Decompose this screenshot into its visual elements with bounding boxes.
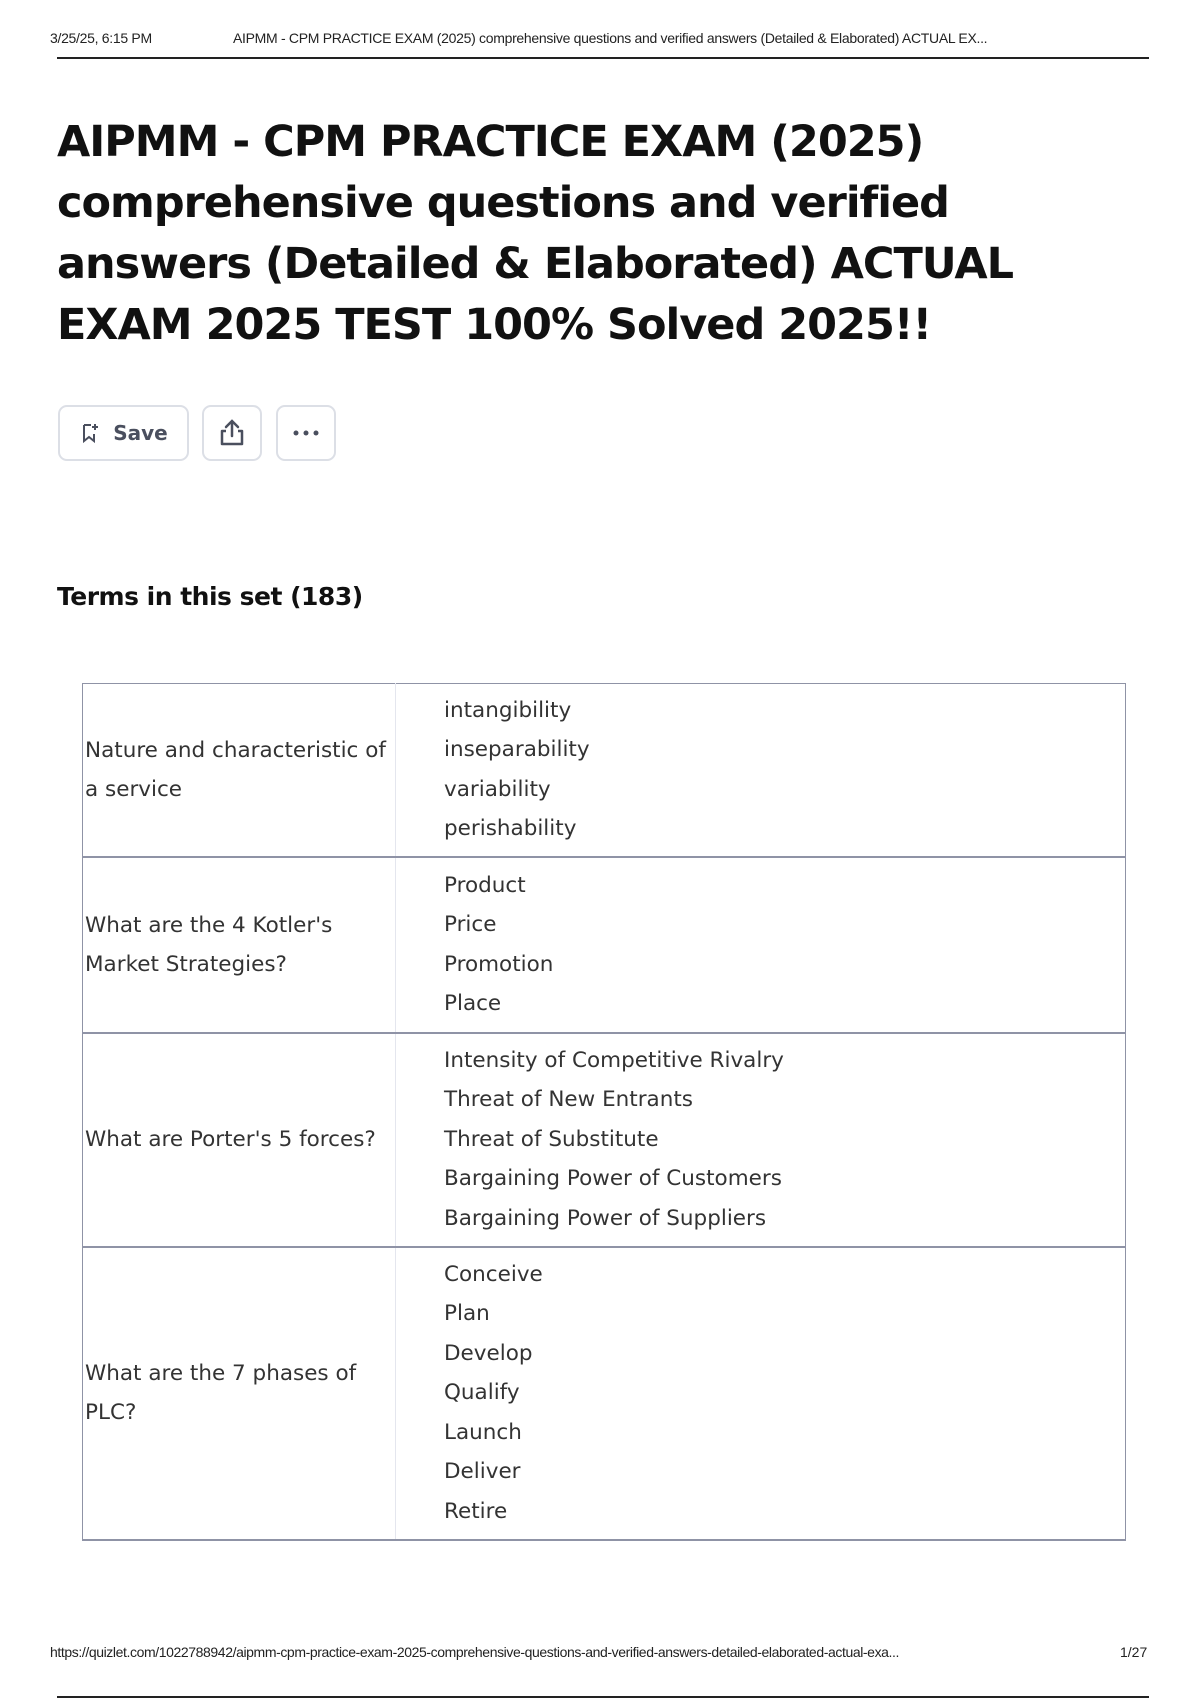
terms-heading: Terms in this set (183) <box>57 582 363 611</box>
definition-line: Conceive <box>444 1261 543 1287</box>
definition-cell: intangibility inseparability variability pe… <box>395 683 1126 857</box>
term-row: Nature and characteristic of a service in… <box>82 683 1126 857</box>
definition-line: Qualify <box>444 1380 520 1406</box>
definition-line: Retire <box>444 1498 508 1524</box>
definition-line: Product <box>444 872 526 898</box>
definition-line: Launch <box>444 1419 522 1445</box>
definition-line: Bargaining Power of Suppliers <box>444 1205 767 1231</box>
definition-line: intangibility <box>444 697 572 723</box>
definition-cell: Intensity of Competitive Rivalry Threat o… <box>395 1032 1126 1247</box>
more-button[interactable] <box>276 405 336 461</box>
definition-line: Promotion <box>444 951 554 977</box>
bookmark-plus-icon <box>83 424 99 444</box>
term-text: What are Porter's 5 forces? <box>82 1032 396 1247</box>
definition-line: inseparability <box>444 737 590 763</box>
more-horizontal-icon <box>293 430 319 436</box>
save-button[interactable]: Save <box>58 405 189 461</box>
definition-line: Threat of New Entrants <box>444 1087 693 1113</box>
term-text: Nature and characteristic of a service <box>82 683 396 857</box>
definition-line: variability <box>444 776 551 802</box>
save-label: Save <box>113 421 168 445</box>
definition-line: Price <box>444 912 497 937</box>
term-text: What are the 7 phases of PLC? <box>82 1246 396 1540</box>
definition-cell: Product Price Promotion Place <box>395 856 1126 1033</box>
definition-line: perishability <box>444 816 577 842</box>
definition-line: Deliver <box>444 1459 521 1485</box>
page-number: 1/27 <box>1120 1644 1148 1660</box>
definition-line: Intensity of Competitive Rivalry <box>444 1047 784 1073</box>
print-datetime: 3/25/25, 6:15 PM <box>50 30 152 46</box>
page-title: AIPMM - CPM PRACTICE EXAM (2025) compreh… <box>57 117 1014 350</box>
definition-line: Bargaining Power of Customers <box>444 1166 782 1192</box>
term-text: What are the 4 Kotler's Market Strategie… <box>82 856 396 1033</box>
print-header-title: AIPMM - CPM PRACTICE EXAM (2025) compreh… <box>233 30 988 46</box>
term-row: What are Porter's 5 forces? Intensity of … <box>82 1032 1126 1247</box>
definition-line: Develop <box>444 1340 533 1366</box>
share-button[interactable] <box>202 405 262 461</box>
definition-line: Plan <box>444 1301 490 1327</box>
definition-line: Threat of Substitute <box>444 1126 659 1152</box>
definition-cell: Conceive Plan Develop Qualify Launch Deliver R… <box>395 1246 1126 1540</box>
terms-table: Nature and characteristic of a service in… <box>82 683 1126 1541</box>
definition-line: Place <box>444 991 502 1016</box>
footer-divider <box>57 1696 1149 1698</box>
print-footer-url: https://quizlet.com/1022788942/aipmm-cpm… <box>50 1644 900 1660</box>
header-divider <box>57 57 1149 59</box>
share-icon <box>220 419 244 446</box>
term-row: What are the 7 phases of PLC? Conceive Pla… <box>82 1246 1126 1540</box>
term-row: What are the 4 Kotler's Market Strategie… <box>82 856 1126 1033</box>
